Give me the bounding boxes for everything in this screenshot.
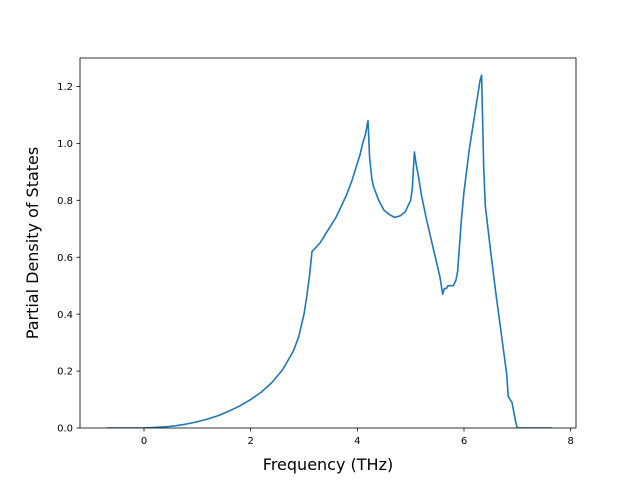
y-tick-label: 1.0 <box>57 139 73 150</box>
y-axis-label: Partial Density of States <box>23 147 42 339</box>
x-tick-label: 6 <box>461 436 467 447</box>
y-tick-label: 1.2 <box>57 82 73 93</box>
axes-frame <box>79 57 577 429</box>
x-tick-label: 4 <box>354 436 360 447</box>
y-tick-label: 0.6 <box>57 253 73 264</box>
x-tick-label: 2 <box>247 436 253 447</box>
y-tick-label: 0.4 <box>57 310 73 321</box>
y-axis-ticks: 0.0 0.2 0.4 0.6 0.8 1.0 1.2 <box>57 82 80 435</box>
x-axis-ticks: 0 2 4 6 8 <box>141 428 574 447</box>
y-tick-label: 0.0 <box>57 424 73 435</box>
x-tick-label: 0 <box>141 436 147 447</box>
y-tick-label: 0.8 <box>57 196 73 207</box>
pdos-series-line <box>106 74 552 428</box>
y-tick-label: 0.2 <box>57 367 73 378</box>
plot-area <box>106 74 552 428</box>
x-axis-label: Frequency (THz) <box>263 455 393 474</box>
x-tick-label: 8 <box>567 436 573 447</box>
